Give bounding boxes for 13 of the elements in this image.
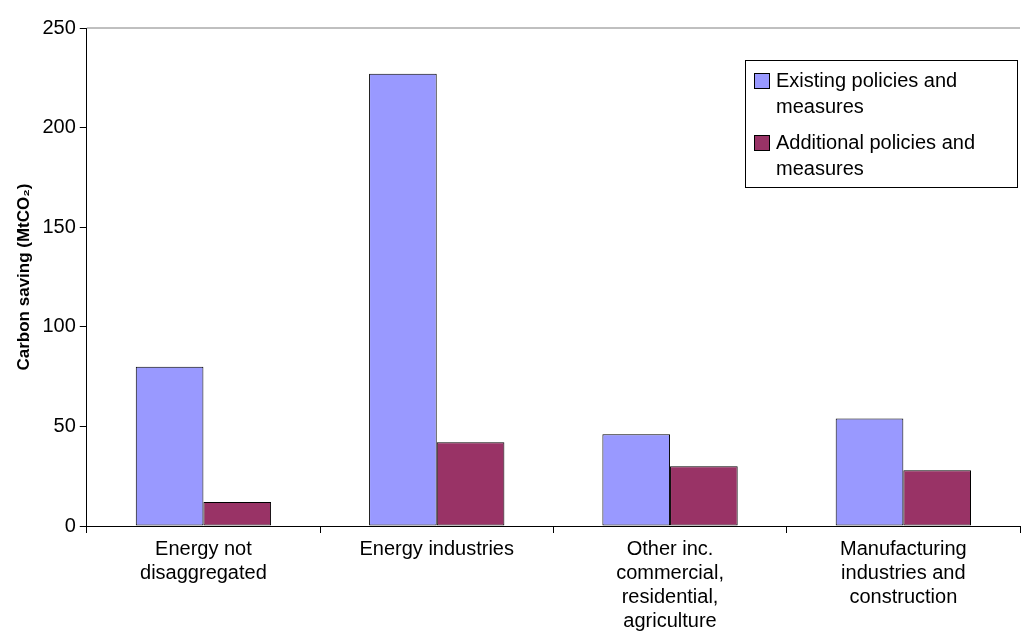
x-tick-label: Energy not disaggregated bbox=[140, 536, 267, 583]
y-axis-title: Carbon saving (MtCO₂) bbox=[13, 183, 33, 371]
y-tick-label: 150 bbox=[42, 214, 76, 237]
y-tick-label: 0 bbox=[64, 513, 76, 536]
y-tick-label: 250 bbox=[42, 15, 76, 38]
legend-label: Existing policies and measures bbox=[776, 68, 959, 119]
legend-label: Additional policies and measures bbox=[776, 130, 977, 181]
y-tick-label: 50 bbox=[53, 413, 76, 436]
y-tick-label: 200 bbox=[42, 115, 76, 138]
y-tick-label: 100 bbox=[42, 314, 76, 337]
x-tick-label: Other inc. commercial, residential, agriculture bbox=[616, 536, 724, 631]
x-tick-label: Energy industries bbox=[359, 536, 514, 559]
x-tick-label: Manufacturing industries and construction bbox=[839, 536, 967, 607]
